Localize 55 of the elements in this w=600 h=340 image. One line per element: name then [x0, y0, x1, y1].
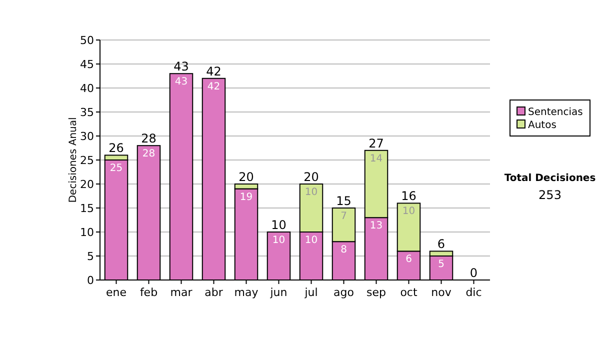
data-label: 10 — [272, 235, 286, 246]
x-tick-label: may — [234, 286, 259, 299]
data-label: 10 — [304, 187, 318, 198]
x-tick-label: abr — [204, 286, 224, 299]
x-tick-label: sep — [366, 286, 386, 299]
y-tick-label: 0 — [87, 274, 94, 287]
total-label: 20 — [238, 170, 254, 184]
total-label: 28 — [141, 132, 156, 146]
y-tick-label: 25 — [80, 154, 94, 167]
y-tick-label: 20 — [80, 178, 94, 191]
y-tick-label: 10 — [80, 226, 94, 239]
data-label: 10 — [402, 206, 416, 218]
total-label: 26 — [108, 141, 124, 156]
total-label: 6 — [437, 237, 446, 252]
legend-label: Autos — [528, 120, 556, 131]
text: Total Decisiones — [504, 173, 596, 184]
data-label: 8 — [340, 244, 347, 256]
total-label: 43 — [174, 60, 189, 74]
x-tick-label: jun — [269, 286, 288, 299]
total-label: 27 — [368, 136, 384, 150]
y-tick-label: 30 — [80, 130, 94, 143]
total-label: 16 — [401, 189, 416, 204]
data-label: 19 — [240, 192, 253, 203]
x-tick-label: ene — [106, 286, 127, 299]
data-label: 28 — [142, 148, 156, 160]
y-tick-label: 35 — [80, 106, 94, 119]
data-label: 14 — [370, 153, 383, 164]
y-tick-label: 15 — [80, 202, 94, 215]
data-label: 5 — [438, 259, 444, 270]
x-tick-label: ago — [334, 286, 354, 299]
text: 253 — [538, 188, 562, 202]
y-axis-title: Decisiones Anual — [68, 117, 79, 203]
y-tick-label: 50 — [80, 34, 94, 47]
y-tick-label: 40 — [80, 82, 94, 95]
x-tick-label: oct — [400, 286, 418, 299]
data-label: 6 — [406, 254, 412, 266]
y-tick-label: 5 — [87, 250, 94, 263]
total-label: 42 — [206, 64, 222, 78]
total-label: 15 — [336, 194, 352, 208]
total-label: 20 — [304, 170, 319, 184]
data-label: 13 — [370, 220, 383, 232]
x-tick-label: dic — [466, 286, 482, 299]
x-tick-label: mar — [170, 286, 193, 299]
x-tick-label: nov — [431, 286, 452, 299]
total-label: 0 — [470, 266, 478, 280]
data-label: 43 — [174, 76, 188, 88]
data-label: 42 — [207, 81, 220, 92]
legend-label: Sentencias — [528, 107, 583, 118]
data-label: 10 — [304, 235, 318, 246]
x-tick-label: feb — [140, 286, 158, 299]
y-tick-label: 45 — [80, 58, 94, 71]
data-label: 25 — [110, 163, 123, 174]
x-tick-label: jul — [304, 286, 318, 299]
data-label: 7 — [340, 211, 347, 222]
total-label: 10 — [271, 218, 286, 232]
